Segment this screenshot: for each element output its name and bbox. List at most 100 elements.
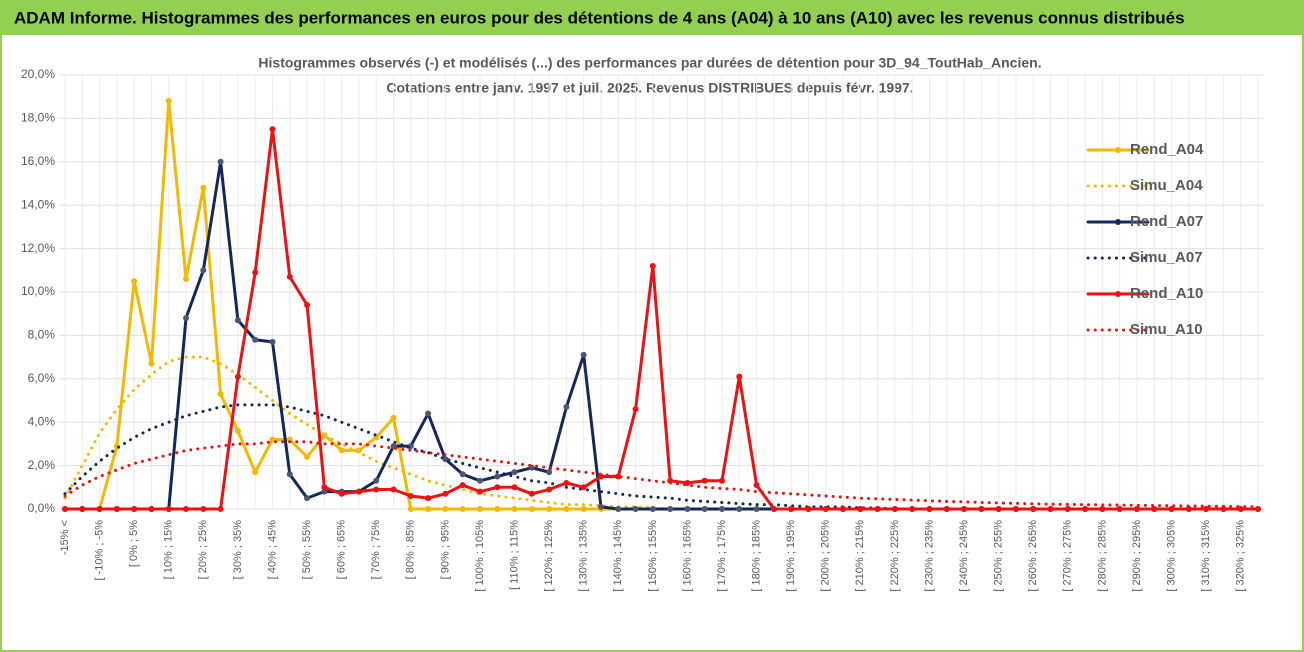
data-point <box>511 506 518 512</box>
data-point <box>148 360 155 367</box>
data-point <box>563 479 570 486</box>
data-point <box>183 315 190 322</box>
data-point <box>563 506 570 512</box>
legend-marker <box>1115 147 1121 153</box>
data-point <box>494 484 501 491</box>
legend-label: Simu_A04 <box>1130 177 1203 194</box>
data-point <box>183 275 190 282</box>
data-point <box>286 471 293 478</box>
x-tick-label: [ 250% ; 255% <box>993 520 1005 592</box>
data-point <box>304 495 311 502</box>
data-point <box>442 506 449 512</box>
data-point <box>355 488 362 495</box>
data-point <box>217 506 224 512</box>
y-tick-label: 0,0% <box>28 501 56 515</box>
x-tick-label: [ -10% ; -5% <box>93 520 105 581</box>
data-point <box>1082 506 1089 512</box>
data-point <box>1185 506 1192 512</box>
x-tick-label: [ 70% ; 75% <box>370 520 382 580</box>
series-line <box>63 127 1260 511</box>
data-point <box>252 469 259 476</box>
x-tick-label: [ 120% ; 125% <box>543 520 555 592</box>
data-point <box>425 410 432 417</box>
y-tick-label: 8,0% <box>28 328 56 342</box>
data-point <box>546 469 553 476</box>
data-point <box>822 506 829 512</box>
x-tick-label: [ 210% ; 215% <box>854 520 866 592</box>
data-point <box>1151 506 1158 512</box>
data-point <box>200 506 207 512</box>
x-tick-label: [ 20% ; 25% <box>197 520 209 580</box>
data-point <box>1012 506 1019 512</box>
data-point <box>442 490 449 497</box>
data-point <box>304 453 311 460</box>
y-tick-label: 18,0% <box>21 111 55 125</box>
data-point <box>494 506 501 512</box>
data-point <box>459 471 466 478</box>
data-point <box>165 506 172 512</box>
header-bar <box>1 1 1303 35</box>
data-point <box>995 506 1002 512</box>
data-point <box>615 473 622 480</box>
x-tick-label: [ 170% ; 175% <box>716 520 728 592</box>
y-tick-label: 16,0% <box>21 154 55 168</box>
data-point <box>580 351 587 358</box>
data-point <box>1255 506 1261 512</box>
data-point <box>148 506 155 512</box>
x-tick-label: [ 280% ; 285% <box>1096 520 1108 592</box>
data-point <box>753 482 760 489</box>
data-point <box>200 267 207 274</box>
data-point <box>79 506 86 512</box>
data-point <box>304 302 311 309</box>
data-point <box>1203 506 1210 512</box>
x-tick-label: [ 90% ; 95% <box>439 520 451 580</box>
chart-subtitle: Cotations entre janv. 1997 et juil. 2025… <box>386 80 913 96</box>
header: ADAM Informe. Histogrammes des performan… <box>14 8 1185 27</box>
data-point <box>580 506 587 512</box>
y-tick-label: 10,0% <box>21 284 55 298</box>
y-tick-label: 20,0% <box>21 67 55 81</box>
data-point <box>390 414 397 421</box>
data-point <box>217 158 224 165</box>
x-tick-label: [ 10% ; 15% <box>163 520 175 580</box>
data-point <box>667 506 674 512</box>
data-point <box>183 506 190 512</box>
data-point <box>425 506 432 512</box>
data-point <box>234 373 241 380</box>
data-point <box>1030 506 1037 512</box>
data-point <box>563 404 570 411</box>
data-point <box>442 456 449 463</box>
data-point <box>701 477 708 484</box>
series-line <box>63 440 1260 509</box>
data-point <box>632 506 639 512</box>
data-point <box>476 477 483 484</box>
data-point <box>476 488 483 495</box>
data-point <box>840 506 847 512</box>
x-tick-label: [ 0% ; 5% <box>128 520 140 567</box>
x-tick-label: [ 190% ; 195% <box>785 520 797 592</box>
data-point <box>200 184 207 191</box>
y-tick-label: 4,0% <box>28 414 56 428</box>
data-point <box>511 469 518 476</box>
chart-title: Histogrammes observés (-) et modélisés (… <box>258 55 1041 71</box>
x-tick-label: [ 230% ; 235% <box>923 520 935 592</box>
data-point <box>874 506 881 512</box>
y-tick-label: 6,0% <box>28 371 56 385</box>
y-tick-label: 14,0% <box>21 197 55 211</box>
x-tick-label: [ 80% ; 85% <box>405 520 417 580</box>
data-point <box>719 506 726 512</box>
x-tick-label: [ 270% ; 275% <box>1062 520 1074 592</box>
data-point <box>684 506 691 512</box>
legend-label: Simu_A07 <box>1130 249 1203 266</box>
data-point <box>321 488 328 495</box>
x-tick-label: [ 100% ; 105% <box>474 520 486 592</box>
data-point <box>736 373 743 380</box>
data-point <box>252 336 259 343</box>
data-point <box>978 506 985 512</box>
data-point <box>909 506 916 512</box>
data-point <box>269 338 276 345</box>
y-tick-label: 12,0% <box>21 241 55 255</box>
data-point <box>459 482 466 489</box>
data-point <box>390 486 397 493</box>
